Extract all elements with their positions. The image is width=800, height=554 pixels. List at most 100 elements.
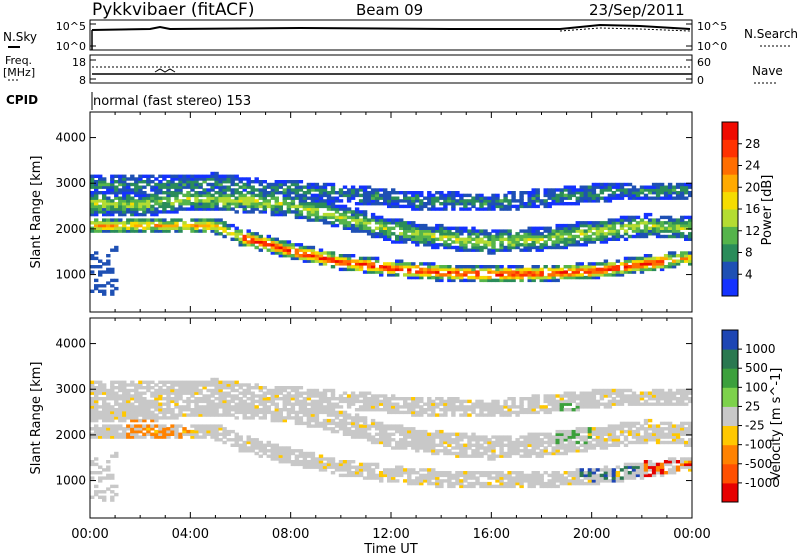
velocity-cell [435, 397, 440, 401]
velocity-cell [166, 435, 171, 439]
velocity-cell [623, 424, 629, 428]
velocity-cell [671, 429, 677, 434]
power-cell [495, 248, 500, 252]
velocity-cell [547, 484, 552, 489]
velocity-cell [603, 465, 609, 469]
power-cell [587, 193, 593, 198]
velocity-cell [515, 446, 520, 450]
power-cell [374, 218, 380, 222]
velocity-cell [431, 471, 436, 475]
power-cell [415, 229, 420, 233]
power-cell [623, 259, 629, 263]
velocity-cell [587, 471, 593, 475]
velocity-cell [567, 429, 572, 434]
velocity-cell [194, 424, 199, 428]
velocity-cell [595, 429, 601, 434]
power-cell [435, 270, 440, 274]
power-cell [551, 275, 556, 280]
power-cell [499, 207, 504, 211]
power-cell [531, 278, 536, 283]
velocity-cell [302, 457, 308, 461]
power-cell [471, 229, 476, 233]
velocity-cell [102, 468, 107, 472]
velocity-cell [531, 481, 536, 486]
velocity-cell [278, 391, 283, 395]
velocity-cell [531, 408, 536, 412]
power-cell [126, 185, 131, 189]
velocity-cell [583, 402, 588, 406]
power-cell [322, 193, 328, 198]
freq-left-tick-bottom: 8 [79, 74, 86, 87]
power-cell [623, 215, 629, 220]
power-cell [627, 267, 633, 272]
velocity-cell [174, 429, 179, 434]
velocity-cell [427, 476, 432, 480]
velocity-cell [387, 476, 392, 480]
velocity-cell [342, 416, 348, 420]
velocity-cell [150, 418, 155, 423]
velocity-cell [174, 391, 179, 395]
velocity-cell [643, 429, 649, 434]
velocity-cell [439, 481, 444, 486]
velocity-cell [182, 388, 187, 393]
velocity-cell [447, 479, 452, 483]
velocity-cell [258, 402, 263, 406]
velocity-cell [567, 397, 572, 401]
power-cell [567, 237, 572, 241]
velocity-cell [471, 484, 476, 489]
power-cell [110, 289, 115, 293]
power-cell [567, 191, 572, 195]
power-cell [242, 182, 247, 187]
velocity-cell [531, 394, 536, 398]
power-cell [451, 232, 456, 236]
power-cell [575, 188, 580, 192]
power-cell [611, 273, 617, 277]
power-cell [102, 284, 107, 288]
power-cell [599, 196, 605, 200]
power-cell [603, 226, 609, 230]
velocity-cell [627, 440, 633, 445]
power-cell [262, 210, 267, 214]
velocity-cell [387, 410, 392, 415]
power-cell [684, 234, 689, 239]
velocity-cell [106, 408, 111, 412]
velocity-cell [330, 418, 336, 423]
velocity-cell [174, 427, 179, 431]
power-cell [366, 267, 372, 272]
velocity-cell [499, 438, 504, 442]
power-cell [427, 226, 432, 230]
velocity-cell [615, 399, 621, 404]
power-cell [611, 196, 617, 200]
power-cell [451, 226, 456, 230]
power-cell [571, 265, 576, 269]
power-cell [94, 218, 99, 222]
velocity-cell [122, 416, 127, 420]
power-cell [342, 223, 348, 228]
velocity-cell [607, 435, 613, 439]
velocity-cell [366, 462, 372, 467]
velocity-cell [102, 495, 107, 499]
velocity-cell [282, 460, 287, 464]
velocity-cell [94, 410, 99, 415]
power-cell [659, 256, 665, 261]
power-cell [142, 204, 147, 209]
velocity-cell [314, 421, 320, 426]
power-cell [483, 202, 488, 206]
power-cell [507, 204, 512, 209]
power-cell [358, 218, 364, 222]
power-cell [463, 207, 468, 211]
power-cell [122, 223, 127, 228]
velocity-cell [310, 391, 316, 395]
power-cell [186, 199, 191, 203]
velocity-cell [226, 391, 231, 395]
power-cell [395, 234, 400, 239]
velocity-cell [379, 440, 384, 445]
power-cell [98, 185, 103, 189]
power-cell [134, 185, 139, 189]
power-cell [603, 270, 609, 274]
power-cell [142, 212, 147, 217]
power-cell [407, 202, 412, 206]
power-cell [419, 275, 424, 280]
power-cell [671, 221, 677, 225]
velocity-cell [483, 484, 488, 489]
